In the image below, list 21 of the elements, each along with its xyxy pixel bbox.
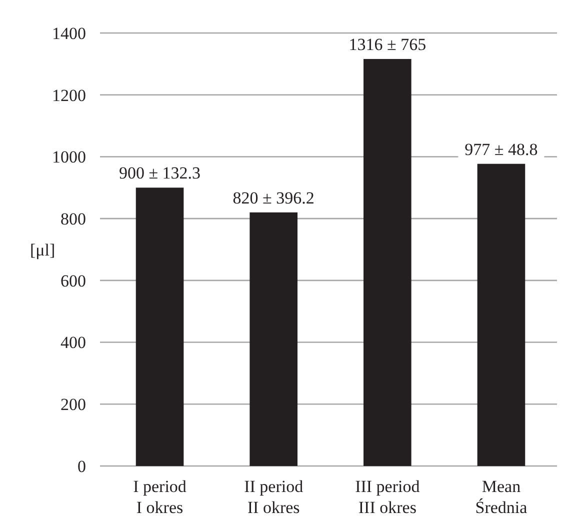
- data-label: 1316 ± 765: [348, 34, 426, 54]
- bar: [364, 58, 412, 466]
- y-tick-label: 1400: [52, 24, 86, 43]
- data-label: 977 ± 48.8: [464, 140, 538, 159]
- x-tick-label: III period III okres: [355, 477, 420, 517]
- y-tick-label: 1000: [52, 148, 86, 167]
- y-tick-label: 200: [60, 395, 86, 414]
- y-tick-label: 400: [60, 333, 86, 352]
- x-tick-label: I period I okres: [133, 477, 187, 517]
- bar: [250, 212, 298, 466]
- x-tick-label: Mean Średnia: [475, 477, 528, 517]
- x-tick-label: II period II okres: [244, 477, 304, 517]
- y-tick-label: 0: [78, 456, 86, 476]
- data-label: 820 ± 396.2: [232, 188, 314, 208]
- bar: [477, 164, 526, 466]
- data-label: 900 ± 132.3: [118, 164, 201, 183]
- y-tick-label: 1200: [52, 86, 86, 105]
- bar: [136, 188, 184, 466]
- y-axis-title: [μl]: [30, 240, 56, 260]
- y-tick-label: 600: [60, 271, 86, 290]
- y-tick-label: 800: [60, 210, 86, 229]
